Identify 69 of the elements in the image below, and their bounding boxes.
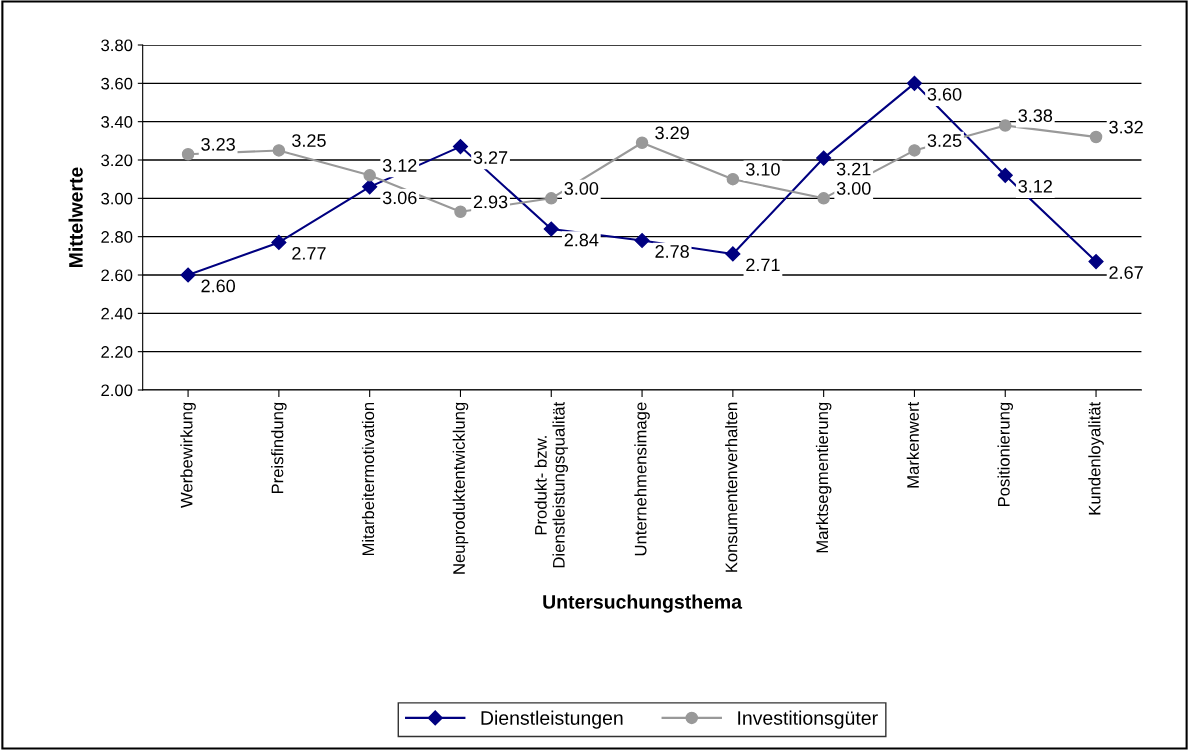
data-label: 2.84 [564, 233, 599, 247]
point [362, 179, 378, 195]
point [816, 150, 832, 166]
y-axis-title: Mittelwerte [68, 167, 83, 267]
point [454, 205, 467, 219]
legend-label: Investitionsgüter [738, 710, 878, 729]
data-label: 3.25 [927, 134, 962, 147]
y-tick-label: 3.00 [101, 192, 133, 205]
point [908, 144, 921, 157]
y-tick-label: 2.00 [101, 384, 133, 397]
x-tick-label: Markenwert [906, 401, 919, 488]
point [634, 232, 650, 249]
x-tick-label: Kundenloyalität [1088, 401, 1104, 515]
point [272, 144, 286, 157]
point [1088, 254, 1104, 270]
point [545, 192, 558, 205]
data-label: 3.29 [655, 126, 689, 140]
point [543, 221, 559, 237]
x-tick-label: Werbewirkung [180, 402, 196, 508]
data-label: 3.00 [564, 182, 599, 195]
x-tick-label: Unternehmensimage [634, 402, 650, 556]
x-tick-label: Marktsegmentierung [815, 402, 832, 553]
data-label: 3.21 [836, 162, 871, 176]
data-label: 3.25 [292, 134, 326, 147]
data-label: 3.23 [201, 137, 235, 151]
y-tick-label: 2.40 [101, 307, 133, 320]
point [180, 267, 196, 283]
point [998, 119, 1012, 132]
data-label: 3.00 [836, 182, 871, 195]
point [1089, 130, 1103, 144]
x-tick-label: Produkt- bzw. Dienstleistungsqualität [534, 401, 569, 568]
point [271, 234, 287, 250]
x-axis-title: Untersuchungsthema [543, 594, 743, 613]
legend-label: Dienstleistungen [481, 710, 623, 729]
x-tick-label: Konsumentenverhalten [725, 402, 738, 572]
point [181, 147, 195, 161]
data-label: 3.10 [746, 162, 780, 176]
data-label: 3.27 [473, 151, 508, 164]
y-tick-label: 3.20 [101, 154, 133, 167]
data-label: 2.93 [473, 195, 508, 209]
y-tick-label: 2.80 [101, 231, 133, 243]
point [997, 167, 1013, 183]
y-tick-label: 2.60 [101, 269, 133, 282]
point [906, 75, 923, 91]
y-tick-label: 2.20 [101, 346, 133, 358]
x-tick-label: Preisfindung [271, 402, 287, 494]
point [635, 136, 649, 150]
y-tick-label: 3.40 [101, 116, 133, 128]
data-label: 2.67 [1109, 266, 1143, 279]
point [817, 192, 830, 205]
point [363, 169, 376, 182]
data-label: 3.38 [1018, 109, 1053, 123]
data-label: 3.06 [382, 191, 417, 205]
point [452, 139, 469, 155]
y-tick-label: 3.80 [101, 39, 133, 52]
data-label: 3.12 [1018, 179, 1052, 193]
data-label: 3.32 [1109, 120, 1143, 134]
x-tick-label: Neuproduktentwicklung [452, 402, 469, 574]
data-label: 3.12 [382, 159, 417, 172]
x-tick-label: Mitarbeitermotivation [361, 402, 375, 556]
point [726, 172, 740, 186]
data-label: 2.60 [201, 279, 236, 293]
data-label: 2.77 [292, 246, 326, 260]
y-tick-label: 3.60 [101, 77, 133, 90]
data-label: 2.71 [746, 258, 780, 272]
data-label: 3.60 [927, 87, 962, 101]
point [725, 246, 741, 262]
data-label: 2.78 [655, 245, 689, 258]
x-tick-label: Positionierung [997, 402, 1014, 507]
